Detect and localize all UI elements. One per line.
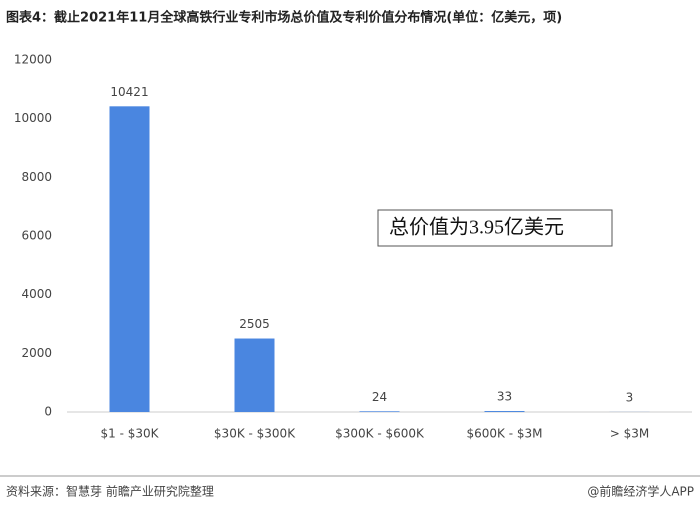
- y-tick-label: 12000: [14, 53, 52, 67]
- x-tick-label: $300K - $600K: [335, 427, 425, 441]
- x-tick-label: $1 - $30K: [100, 427, 159, 441]
- annotation-box: [377, 209, 613, 247]
- y-tick-label: 10000: [14, 111, 52, 125]
- y-tick-label: 8000: [21, 170, 52, 184]
- x-tick-label: > $3M: [610, 427, 650, 441]
- bar: [359, 411, 400, 412]
- data-label: 2505: [239, 317, 270, 331]
- bar: [484, 411, 525, 412]
- source: 资料来源：智慧芽 前瞻产业研究院整理: [6, 484, 214, 499]
- bar: [234, 338, 275, 412]
- data-label: 24: [372, 390, 387, 404]
- data-label: 3: [626, 390, 634, 404]
- y-tick-label: 6000: [21, 229, 52, 243]
- annotation: 总价值为3.95亿美元: [389, 216, 564, 239]
- x-tick-label: $600K - $3M: [467, 427, 543, 441]
- y-tick-label: 0: [44, 405, 52, 419]
- chart-title: 图表4：截止2021年11月全球高铁行业专利市场总价值及专利价值分布情况(单位：…: [6, 10, 562, 26]
- data-label: 33: [497, 390, 512, 404]
- x-tick-label: $30K - $300K: [214, 427, 296, 441]
- credit: @前瞻经济学人APP: [587, 484, 694, 499]
- bar: [109, 106, 150, 413]
- y-tick-label: 4000: [21, 287, 52, 301]
- data-label: 10421: [110, 85, 148, 99]
- y-tick-label: 2000: [21, 346, 52, 360]
